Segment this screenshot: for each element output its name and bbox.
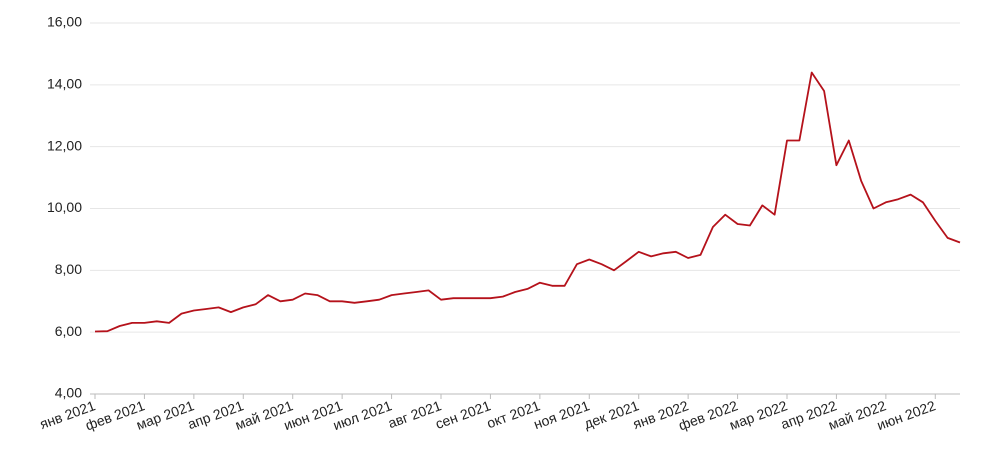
x-tick-label: авг 2021 <box>386 397 444 431</box>
price-line <box>94 71 961 333</box>
y-tick-label: 10,00 <box>47 199 82 215</box>
y-tick-label: 8,00 <box>55 261 82 277</box>
x-tick-label: окт 2021 <box>485 397 543 431</box>
y-tick-label: 6,00 <box>55 323 82 339</box>
x-tick-label: дек 2021 <box>582 397 641 432</box>
y-tick-label: 14,00 <box>47 76 82 92</box>
x-tick-label: мар 2021 <box>134 397 196 433</box>
x-tick-label: ноя 2021 <box>531 397 591 432</box>
y-tick-label: 4,00 <box>55 385 82 401</box>
y-tick-label: 16,00 <box>47 14 82 30</box>
x-tick-label: сен 2021 <box>433 397 493 432</box>
x-tick-label: мар 2022 <box>727 397 789 433</box>
y-tick-label: 12,00 <box>47 137 82 153</box>
